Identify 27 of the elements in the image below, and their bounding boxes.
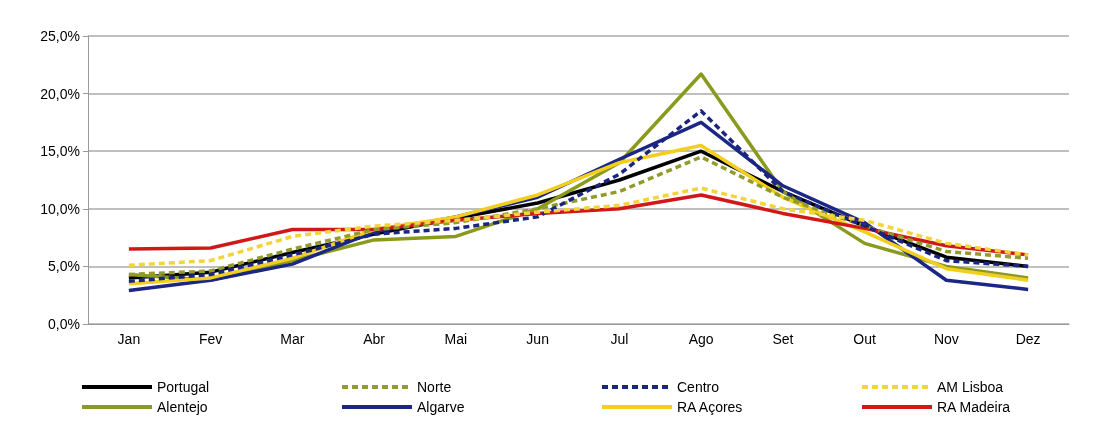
legend-label: Portugal: [157, 379, 210, 395]
x-tick-label: Ago: [688, 331, 714, 347]
x-tick-label: Mar: [280, 331, 305, 347]
y-tick-label: 10,0%: [40, 200, 80, 217]
y-tick-label: 5,0%: [48, 258, 80, 275]
y-tick-label: 0,0%: [48, 316, 80, 332]
y-tick-label: 20,0%: [40, 85, 80, 102]
legend-label: Algarve: [417, 399, 465, 415]
legend-label: Alentejo: [157, 399, 208, 415]
x-tick-label: Set: [772, 331, 794, 347]
y-tick-label: 15,0%: [40, 143, 80, 160]
x-tick-label: Fev: [198, 331, 223, 347]
legend-label: Centro: [677, 379, 720, 395]
x-tick-label: Out: [853, 331, 877, 347]
line-series: [127, 186, 1030, 267]
x-tick-label: Jan: [117, 331, 141, 347]
legend-label: AM Lisboa: [937, 379, 1004, 395]
x-tick-label: Mai: [444, 331, 468, 347]
y-tick-label: 25,0%: [40, 28, 80, 44]
legend-label: Norte: [417, 379, 452, 395]
x-tick-label: Jun: [526, 331, 549, 347]
x-tick-label: Jul: [610, 331, 629, 347]
legend-label: RA Madeira: [937, 399, 1011, 415]
x-tick-label: Nov: [933, 331, 959, 347]
x-tick-label: Abr: [363, 331, 386, 347]
x-tick-label: Dez: [1015, 331, 1041, 347]
legend-label: RA Açores: [677, 399, 743, 415]
